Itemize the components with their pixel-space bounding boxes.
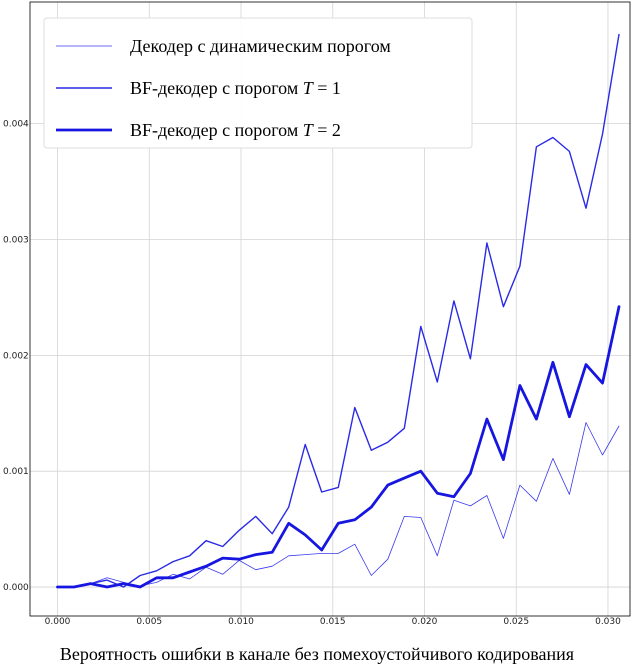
y-tick-label: 0.000 — [3, 583, 29, 593]
y-tick-label: 0.002 — [3, 351, 29, 361]
y-tick-label: 0.003 — [3, 235, 29, 245]
y-tick-label: 0.001 — [3, 467, 29, 477]
legend-label-3: BF-декодер с порогом T = 2 — [130, 120, 341, 140]
legend-box — [43, 17, 473, 149]
legend-label-2: BF-декодер с порогом T = 1 — [130, 78, 341, 98]
x-tick-label: 0.010 — [228, 617, 254, 627]
series-line-3 — [56, 305, 621, 589]
legend: Декодер с динамическим порогом BF-декодер… — [43, 17, 473, 149]
x-axis-label: Вероятность ошибки в канале без помехоус… — [59, 644, 575, 664]
legend-label-text: Декодер с динамическим порогом — [130, 36, 391, 56]
plot-frame — [29, 1, 631, 617]
legend-label-text: BF-декодер с порогом — [130, 78, 303, 98]
x-tick-label: 0.020 — [412, 617, 438, 627]
x-tick-label: 0.025 — [503, 617, 529, 627]
x-tick-label: 0.015 — [320, 617, 346, 627]
legend-label-text: BF-декодер с порогом — [130, 120, 303, 140]
tick-labels: 0.000 0.005 0.010 0.015 0.020 0.025 0.030 0.000… — [3, 120, 621, 627]
legend-label-variable: T — [303, 120, 315, 140]
y-tick-label: 0.004 — [3, 120, 29, 130]
series-line-2 — [56, 33, 620, 588]
legend-label-variable: T — [303, 78, 315, 98]
series-lines — [56, 33, 621, 589]
series-line-1 — [57, 422, 620, 588]
x-tick-label: 0.005 — [136, 617, 162, 627]
legend-label-1: Декодер с динамическим порогом — [130, 36, 391, 56]
x-tick-label: 0.000 — [45, 617, 71, 627]
x-tick-label: 0.030 — [595, 617, 621, 627]
legend-label-suffix: = 2 — [313, 120, 341, 140]
legend-label-suffix: = 1 — [313, 78, 341, 98]
